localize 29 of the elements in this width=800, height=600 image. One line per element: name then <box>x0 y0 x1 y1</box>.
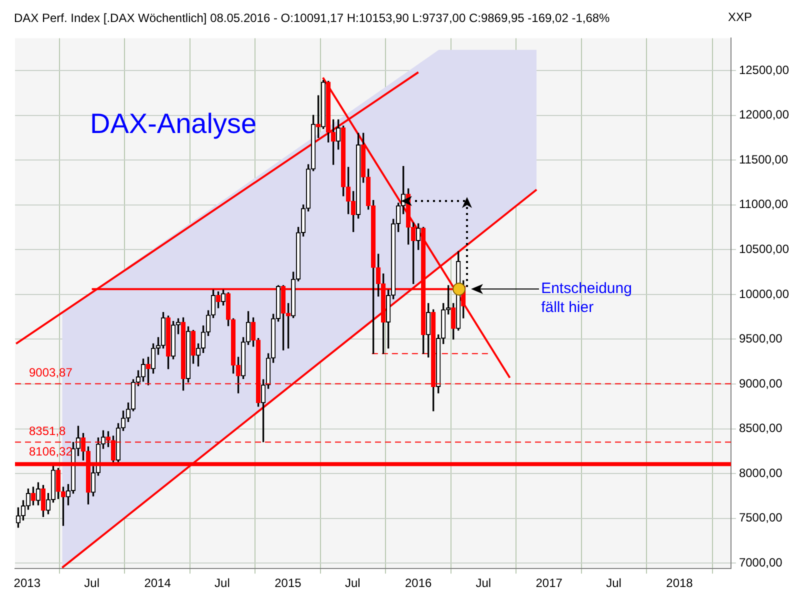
y-tick-label: 12500,00 <box>738 62 790 77</box>
y-tick-label: 7000,00 <box>738 556 783 570</box>
y-tick-label: 12000,00 <box>738 108 790 122</box>
y-tick-label: 10500,00 <box>738 242 790 256</box>
y-tick-label: 8500,00 <box>738 421 783 436</box>
x-tick-label: 2014 <box>144 576 172 590</box>
y-tick-label: 8000,00 <box>738 466 783 480</box>
x-tick-label: Jul <box>476 576 492 590</box>
y-axis-title: XXP <box>728 10 752 24</box>
chart-title: DAX Perf. Index [.DAX Wöchentlich] 08.05.2016 - O:10091,17 H:10153,90 L:9737,00 C:9869,95 -169,02 -1,68% <box>14 11 610 25</box>
x-tick-label: 2018 <box>666 576 694 590</box>
ref-line-label: 9003,87 <box>29 366 73 380</box>
ref-line-label: 8351,8 <box>29 424 66 438</box>
x-tick-label: 2017 <box>536 576 563 590</box>
annotation: DAX-Analyse <box>90 108 257 140</box>
x-tick-label: 2015 <box>274 576 302 590</box>
y-tick-label: 7500,00 <box>738 510 783 525</box>
y-tick-label: 9000,00 <box>738 376 783 390</box>
x-tick-label: Jul <box>344 576 360 590</box>
y-tick-label: 9500,00 <box>738 332 783 346</box>
annotation: Entscheidung fällt hier <box>541 279 633 318</box>
x-tick-label: 2013 <box>14 576 41 590</box>
y-tick-label: 10000,00 <box>738 286 790 301</box>
y-tick-label: 11500,00 <box>738 152 788 166</box>
x-tick-label: Jul <box>606 576 622 590</box>
x-tick-label: 2016 <box>404 576 432 590</box>
x-tick-label: Jul <box>84 576 100 590</box>
x-tick-label: Jul <box>214 576 230 590</box>
y-tick-label: 11000,00 <box>738 197 788 212</box>
